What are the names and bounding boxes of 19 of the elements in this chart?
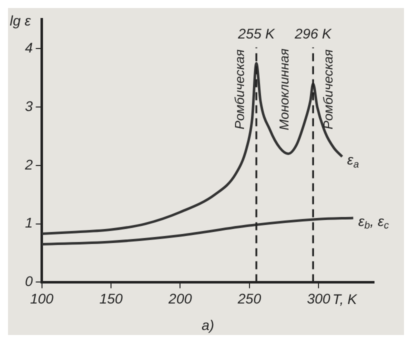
- y-tick-label: 3: [24, 98, 33, 114]
- y-tick-label: 2: [24, 156, 33, 172]
- x-tick-label: 100: [30, 290, 54, 306]
- y-axis-title: lg ε: [10, 12, 32, 28]
- annotation: Ромбическая: [320, 49, 336, 130]
- x-tick-label: 150: [99, 290, 123, 306]
- annotation: Моноклинная: [276, 48, 292, 130]
- ref-line-label: 296 K: [294, 25, 332, 42]
- y-tick-label: 1: [24, 214, 33, 231]
- annotation: Ромбическая: [232, 49, 247, 130]
- x-axis-title: T, K: [332, 291, 358, 308]
- y-tick-label: 0: [24, 273, 33, 290]
- y-tick-label: 4: [24, 39, 33, 56]
- text: а): [202, 316, 214, 333]
- line-series: [42, 216, 354, 246]
- x-tick-label: 200: [168, 290, 192, 306]
- ref-line-label: 255 K: [237, 25, 276, 42]
- x-tick-label: 300: [306, 290, 331, 306]
- x-tick-label: 250: [236, 290, 262, 306]
